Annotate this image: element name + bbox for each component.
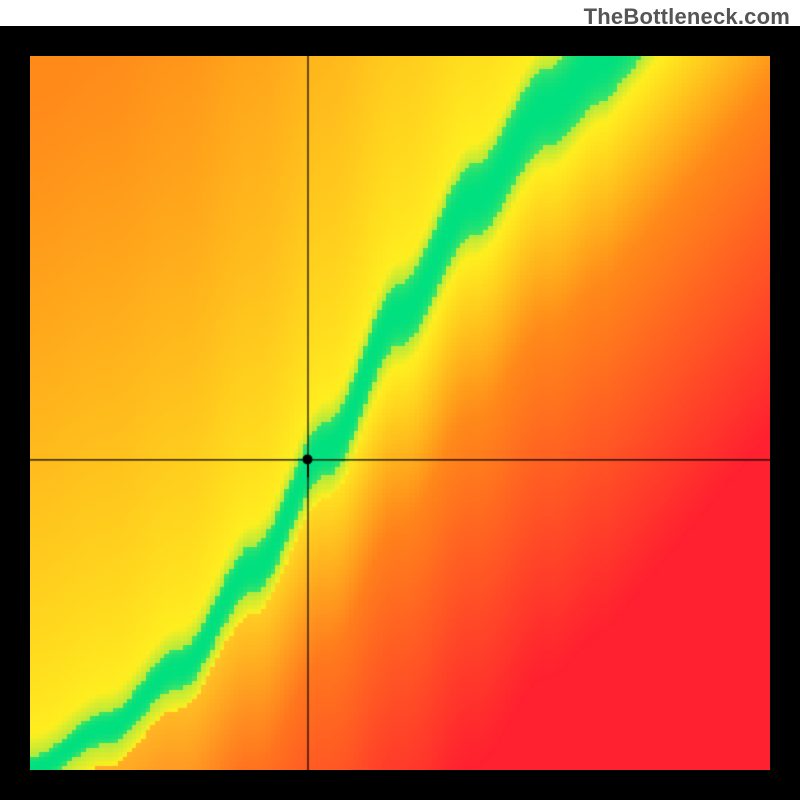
crosshair-overlay xyxy=(30,56,770,770)
watermark-text: TheBottleneck.com xyxy=(584,4,790,30)
chart-container: TheBottleneck.com xyxy=(0,0,800,800)
